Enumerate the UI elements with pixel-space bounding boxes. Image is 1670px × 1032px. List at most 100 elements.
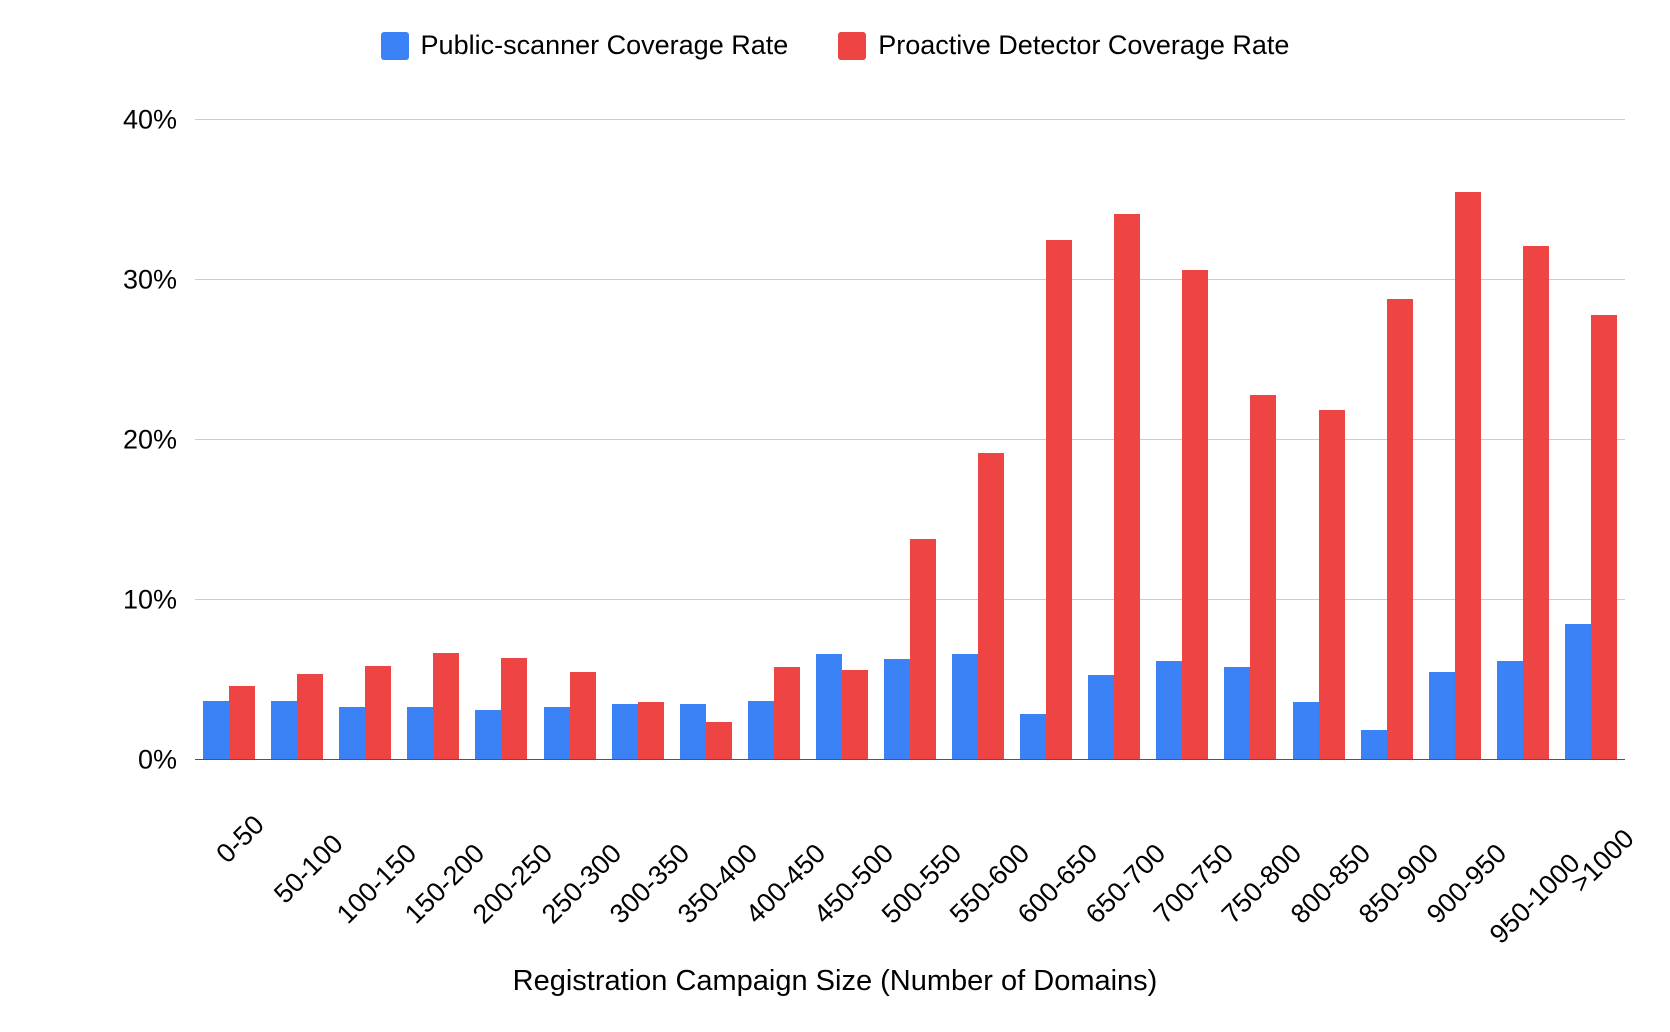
bar <box>816 654 842 760</box>
bar <box>1429 672 1455 760</box>
x-label-slot: 900-950 <box>1421 765 1489 965</box>
bar-group <box>1557 120 1625 760</box>
legend-item: Proactive Detector Coverage Rate <box>838 30 1289 61</box>
bar <box>229 686 255 760</box>
bar-group <box>1353 120 1421 760</box>
bar <box>638 702 664 760</box>
bar-group <box>535 120 603 760</box>
bar <box>1293 702 1319 760</box>
x-label-slot: 100-150 <box>331 765 399 965</box>
y-tick-label: 20% <box>123 425 177 456</box>
bar-group <box>604 120 672 760</box>
x-label-slot: 950-1000 <box>1489 765 1557 965</box>
bar <box>1046 240 1072 760</box>
bar <box>1591 315 1617 760</box>
bar <box>1387 299 1413 760</box>
bar-group <box>876 120 944 760</box>
bar <box>1319 410 1345 760</box>
x-axis-labels: 0-5050-100100-150150-200200-250250-30030… <box>195 765 1625 965</box>
bar-group <box>331 120 399 760</box>
bar-group <box>1489 120 1557 760</box>
x-label-slot: 600-650 <box>1012 765 1080 965</box>
bar <box>612 704 638 760</box>
coverage-rate-chart: Public-scanner Coverage Rate Proactive De… <box>0 0 1670 1032</box>
x-label-slot: 550-600 <box>944 765 1012 965</box>
x-label-slot: 300-350 <box>604 765 672 965</box>
bar-group <box>1148 120 1216 760</box>
y-tick-label: 30% <box>123 265 177 296</box>
bar <box>910 539 936 760</box>
bar <box>1088 675 1114 760</box>
bar <box>1114 214 1140 760</box>
bar <box>680 704 706 760</box>
bar <box>1182 270 1208 760</box>
x-label-slot: 750-800 <box>1216 765 1284 965</box>
plot-area: 0%10%20%30%40% <box>195 120 1625 760</box>
bar <box>501 658 527 760</box>
x-label-slot: 50-100 <box>263 765 331 965</box>
x-label-slot: 450-500 <box>808 765 876 965</box>
x-label-slot: 0-50 <box>195 765 263 965</box>
bar-group <box>1285 120 1353 760</box>
bar <box>407 707 433 760</box>
legend-item: Public-scanner Coverage Rate <box>381 30 789 61</box>
bar <box>544 707 570 760</box>
legend-swatch <box>381 32 409 60</box>
x-label-slot: 850-900 <box>1353 765 1421 965</box>
bar <box>1497 661 1523 760</box>
x-label-slot: 350-400 <box>672 765 740 965</box>
x-label-slot: 150-200 <box>399 765 467 965</box>
x-tick-label: >1000 <box>1565 823 1641 899</box>
bar-group <box>399 120 467 760</box>
x-label-slot: 400-450 <box>740 765 808 965</box>
bar <box>475 710 501 760</box>
x-label-slot: 650-700 <box>1080 765 1148 965</box>
x-label-slot: 200-250 <box>467 765 535 965</box>
bar-group <box>808 120 876 760</box>
bar <box>952 654 978 760</box>
bar-group <box>263 120 331 760</box>
bar <box>1250 395 1276 760</box>
bar-group <box>195 120 263 760</box>
bar <box>774 667 800 760</box>
bar-group <box>740 120 808 760</box>
bar <box>1156 661 1182 760</box>
chart-legend: Public-scanner Coverage Rate Proactive De… <box>0 30 1670 61</box>
bar-group <box>1080 120 1148 760</box>
bar-group <box>944 120 1012 760</box>
bar-group <box>1421 120 1489 760</box>
bar <box>433 653 459 760</box>
x-label-slot: 700-750 <box>1148 765 1216 965</box>
x-axis-baseline <box>195 759 1625 760</box>
x-label-slot: 500-550 <box>876 765 944 965</box>
legend-swatch <box>838 32 866 60</box>
bar <box>748 701 774 760</box>
bar <box>978 453 1004 760</box>
y-tick-label: 0% <box>138 745 177 776</box>
legend-label: Public-scanner Coverage Rate <box>421 30 789 61</box>
bar <box>365 666 391 760</box>
bar <box>1361 730 1387 760</box>
bar <box>297 674 323 760</box>
bar <box>1523 246 1549 760</box>
y-tick-label: 10% <box>123 585 177 616</box>
legend-label: Proactive Detector Coverage Rate <box>878 30 1289 61</box>
bar <box>842 670 868 760</box>
bar-group <box>467 120 535 760</box>
bar <box>570 672 596 760</box>
bar <box>1455 192 1481 760</box>
x-axis-title: Registration Campaign Size (Number of Do… <box>0 965 1670 998</box>
bar-group <box>672 120 740 760</box>
bar <box>706 722 732 760</box>
bar <box>203 701 229 760</box>
bar <box>339 707 365 760</box>
bar <box>271 701 297 760</box>
bar-group <box>1216 120 1284 760</box>
bar <box>1565 624 1591 760</box>
x-label-slot: >1000 <box>1557 765 1625 965</box>
bars-container <box>195 120 1625 760</box>
bar-group <box>1012 120 1080 760</box>
x-label-slot: 250-300 <box>535 765 603 965</box>
bar <box>1020 714 1046 760</box>
bar <box>1224 667 1250 760</box>
